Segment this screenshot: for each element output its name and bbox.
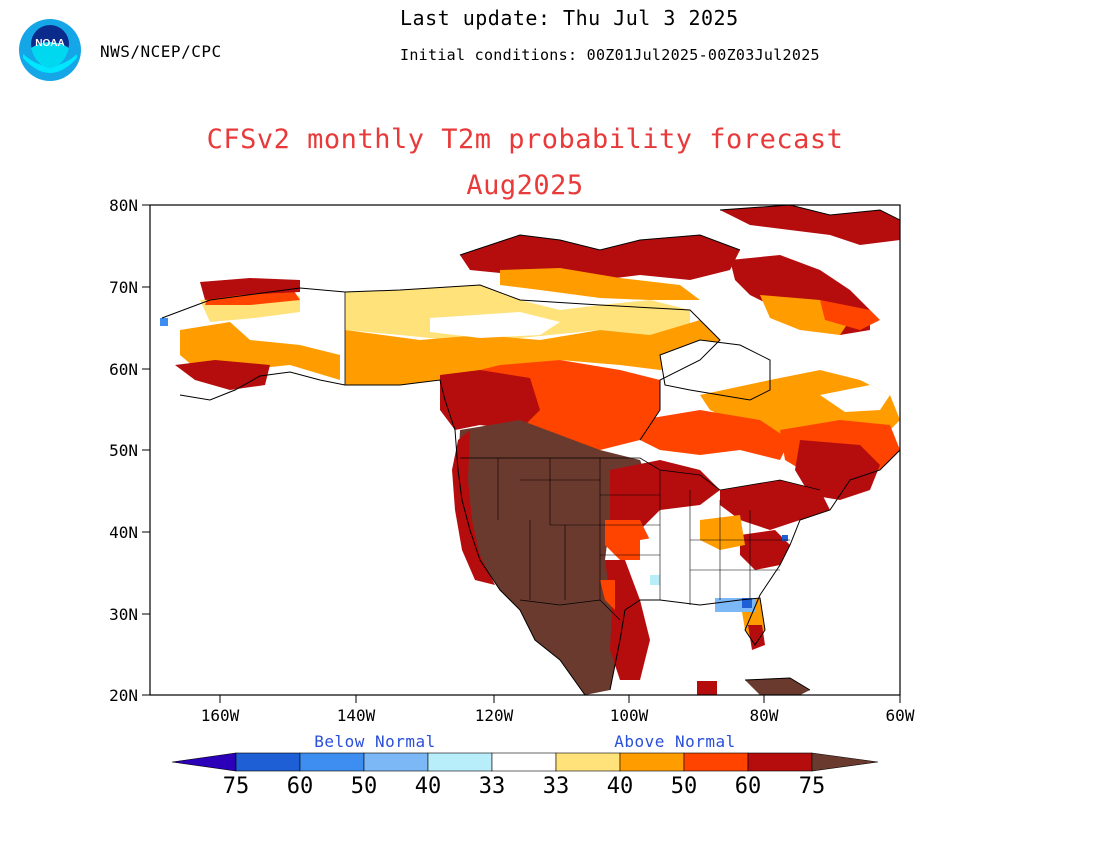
lon-label-100w: 100W	[610, 706, 649, 725]
colorbar-label-below-50: 50	[351, 774, 378, 799]
colorbar-normal	[491, 752, 557, 772]
colorbar-below-33	[427, 752, 493, 772]
colorbar-label-above-33: 33	[543, 774, 570, 799]
region-us-southeast-orange	[700, 515, 745, 550]
lat-label-60n: 60N	[109, 360, 138, 379]
region-labrador-white	[820, 385, 890, 412]
colorbar-below-50	[299, 752, 365, 772]
colorbar-label-below-33: 33	[479, 774, 506, 799]
region-caribbean-darkred	[697, 681, 717, 695]
colorbar-below-75	[171, 752, 237, 772]
lat-label-70n: 70N	[109, 278, 138, 297]
colorbar-label-above-40: 40	[607, 774, 634, 799]
region-texas-lightblue	[650, 575, 660, 585]
region-mexico-red	[600, 580, 615, 610]
colorbar-label-above-75: 75	[799, 774, 826, 799]
map-title: CFSv2 monthly T2m probability forecast	[206, 124, 844, 155]
lon-label-160w: 160W	[201, 706, 240, 725]
region-mexico-darkred	[605, 560, 650, 680]
region-maritimes-darkred	[795, 440, 880, 500]
region-arctic-islands-darkred	[460, 235, 740, 280]
region-florida-darkred	[748, 625, 765, 650]
colorbar-above-75	[811, 752, 879, 772]
colorbar-label-above-50: 50	[671, 774, 698, 799]
axis-ticks	[142, 204, 901, 703]
region-canada-white-strip	[430, 312, 560, 338]
below-normal-label: Below Normal	[314, 732, 436, 751]
colorbar-label-below-60: 60	[287, 774, 314, 799]
above-normal-label: Above Normal	[614, 732, 736, 751]
region-canada-orange	[345, 320, 720, 385]
region-sc-darkblue	[782, 535, 788, 541]
lat-label-50n: 50N	[109, 441, 138, 460]
probability-field	[158, 205, 900, 695]
region-us-central-red	[605, 520, 650, 560]
state-borders	[497, 458, 790, 605]
colorbar-above-60	[747, 752, 813, 772]
lon-label-80w: 80W	[750, 706, 779, 725]
region-us-west-brown	[458, 420, 650, 695]
lat-label-80n: 80N	[109, 196, 138, 215]
colorbar-below-60	[235, 752, 301, 772]
lat-label-30n: 30N	[109, 605, 138, 624]
region-gulf-darkblue	[742, 598, 752, 608]
lon-label-120w: 120W	[475, 706, 514, 725]
region-quebec-red	[640, 410, 790, 460]
region-us-east-darkred	[720, 480, 830, 530]
colorbar-label-below-75: 75	[223, 774, 250, 799]
colorbar-above-50	[683, 752, 749, 772]
lat-label-20n: 20N	[109, 686, 138, 705]
region-greenland-darkred	[720, 205, 900, 245]
logo-text: NOAA	[35, 38, 64, 49]
initial-conditions-text: Initial conditions: 00Z01Jul2025-00Z03Ju…	[400, 46, 820, 64]
region-alaska-darkred-n	[200, 278, 300, 300]
lon-label-60w: 60W	[886, 706, 915, 725]
longitude-labels: 160W 140W 120W 100W 80W 60W	[201, 706, 915, 725]
map-subtitle: Aug2025	[466, 170, 584, 201]
colorbar: Below Normal Above Normal 75 60 50 40 33…	[171, 732, 879, 799]
colorbar-above-40	[619, 752, 685, 772]
noaa-logo-icon: NOAA	[19, 19, 81, 81]
lat-label-40n: 40N	[109, 523, 138, 542]
region-alaska-darkred-s	[175, 360, 270, 390]
region-hudson-white	[660, 340, 770, 400]
region-canada-darkred	[440, 370, 540, 430]
region-caribbean-brown	[745, 678, 810, 695]
latitude-labels: 80N 70N 60N 50N 40N 30N 20N	[109, 196, 138, 705]
colorbar-above-33	[555, 752, 621, 772]
colorbar-below-40	[363, 752, 429, 772]
region-arctic-islands-orange	[500, 268, 700, 300]
region-alaska-lightblue	[160, 318, 168, 326]
coastlines	[161, 205, 900, 695]
lon-label-140w: 140W	[337, 706, 376, 725]
colorbar-label-below-40: 40	[415, 774, 442, 799]
colorbar-label-above-60: 60	[735, 774, 762, 799]
region-us-west-coast-darkred	[452, 430, 495, 585]
last-update-text: Last update: Thu Jul 3 2025	[400, 6, 739, 30]
organization-label: NWS/NCEP/CPC	[100, 42, 222, 61]
region-greenland-red	[820, 300, 880, 330]
